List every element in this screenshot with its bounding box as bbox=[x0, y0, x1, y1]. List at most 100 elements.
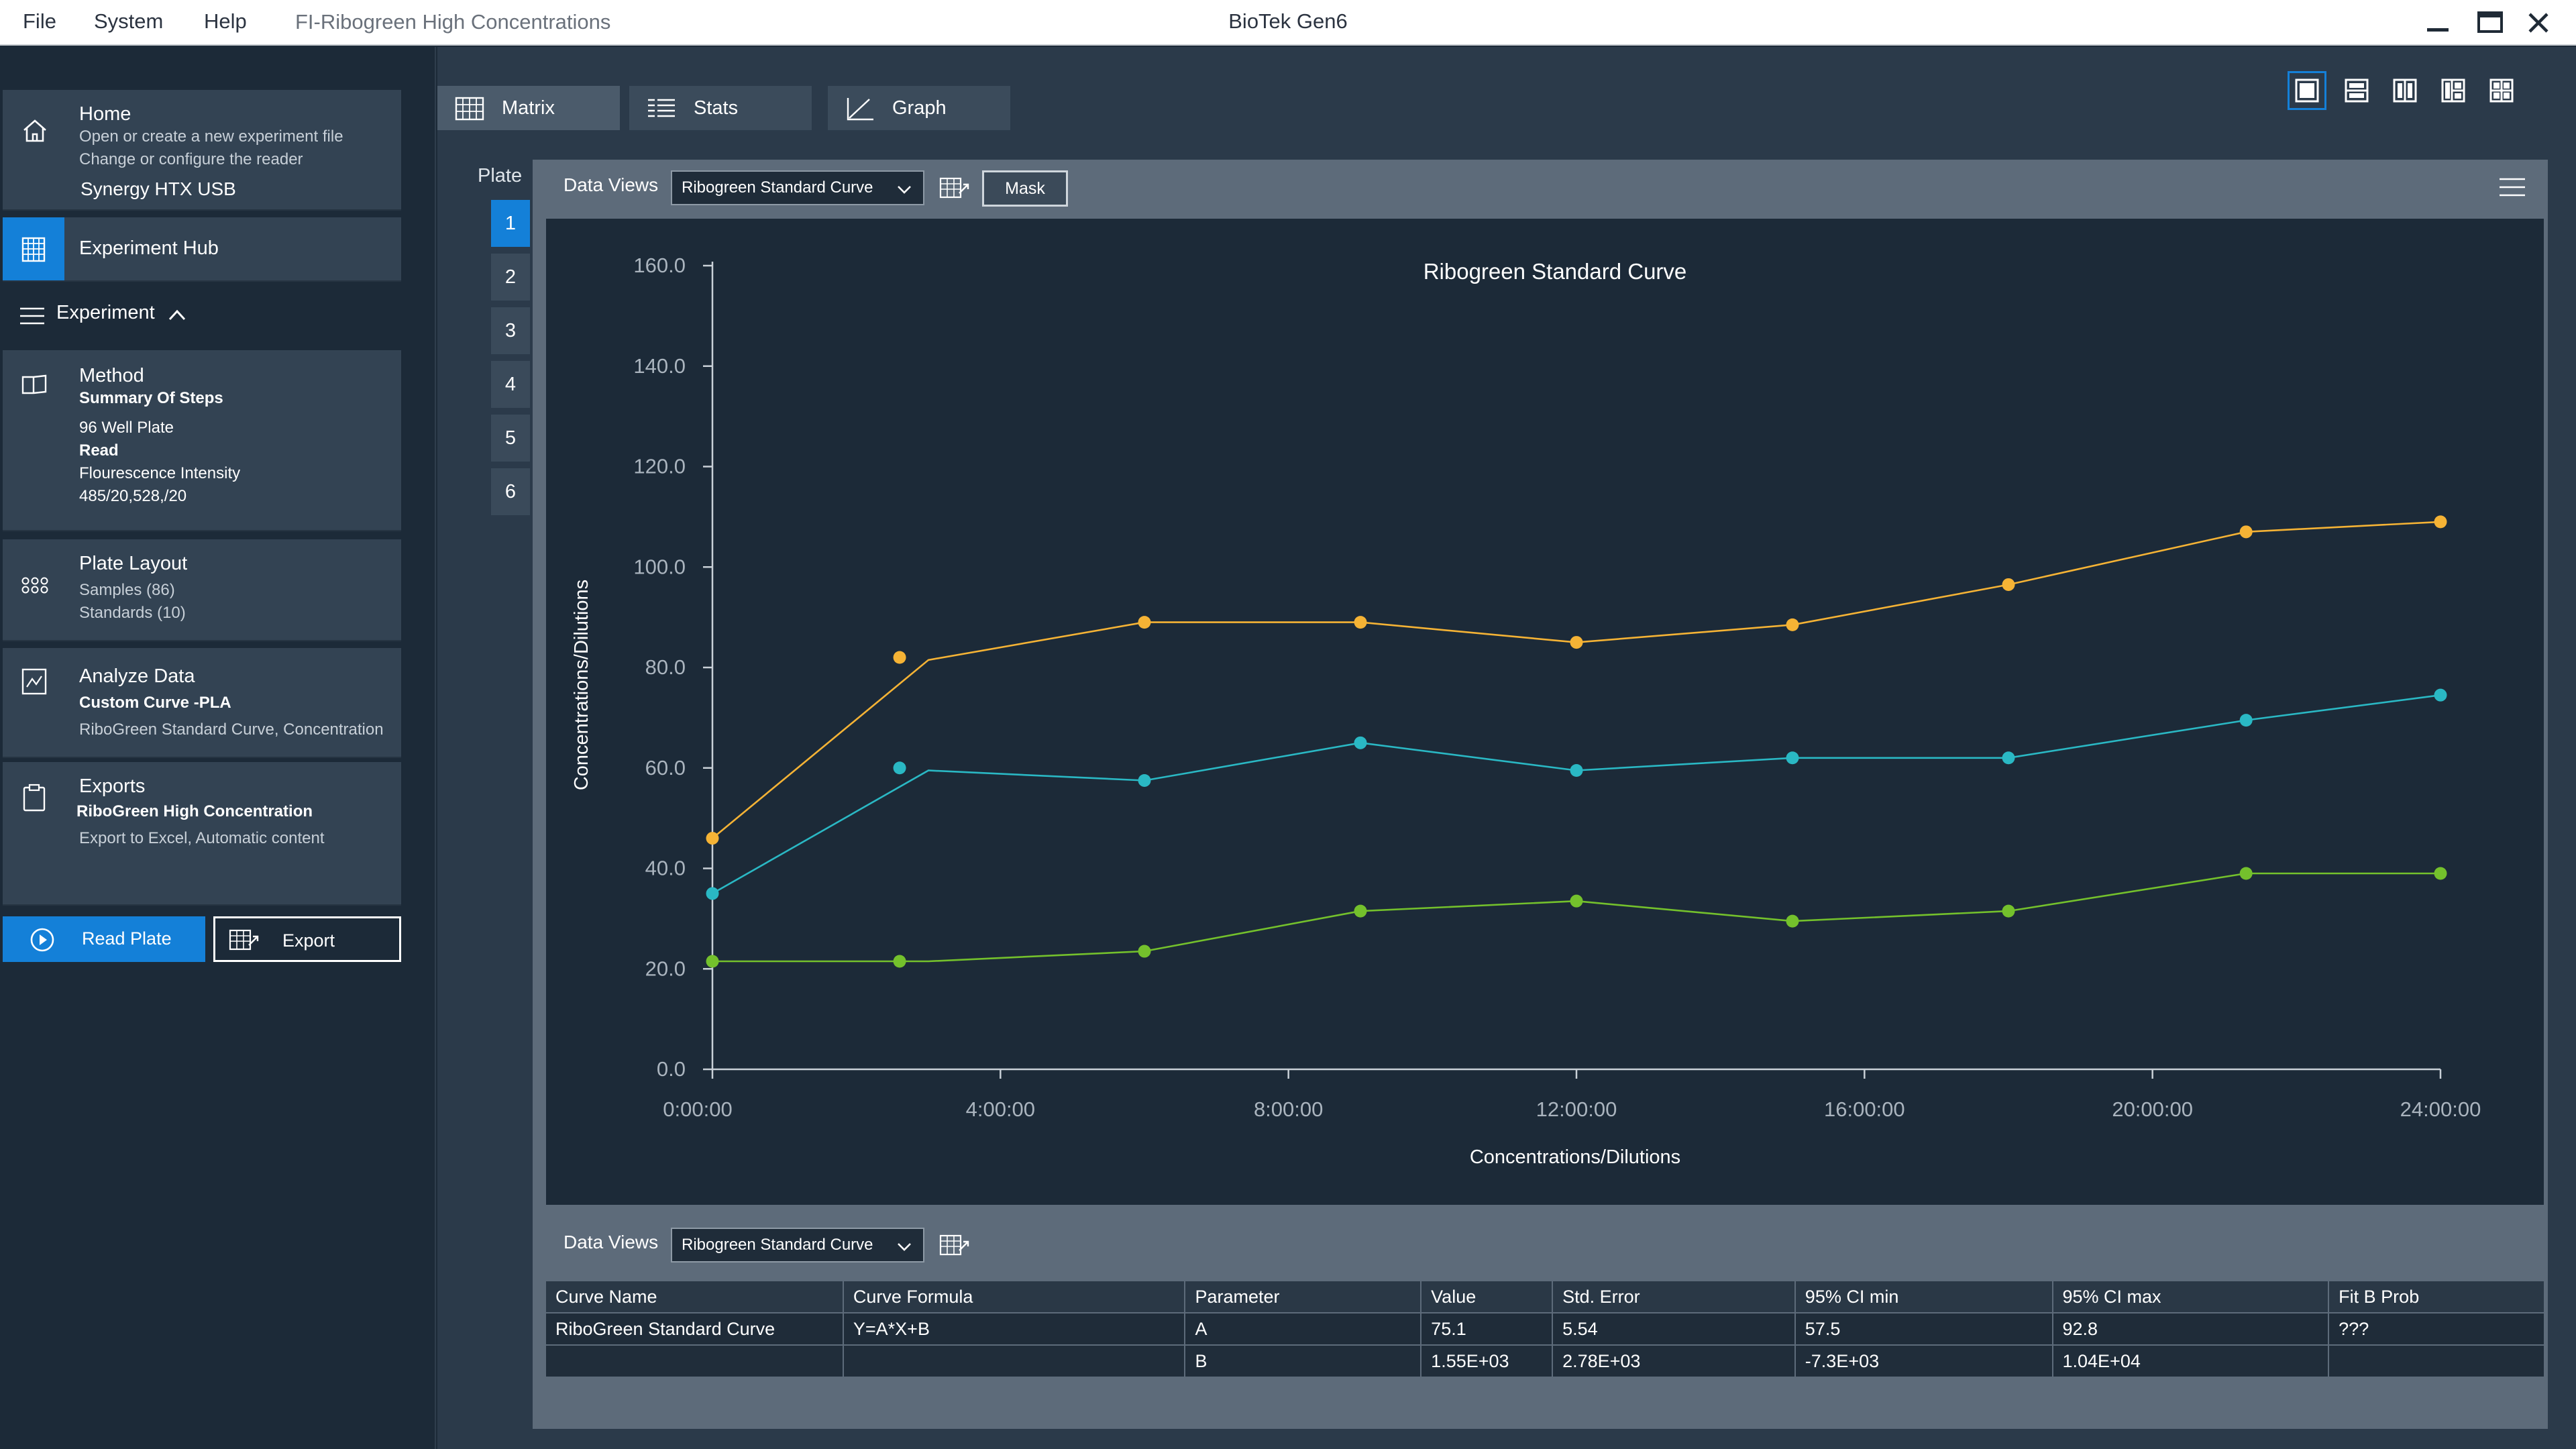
data-point[interactable] bbox=[2002, 578, 2015, 591]
plate-button-6[interactable]: 6 bbox=[491, 468, 530, 515]
sidebar-experiment-hub[interactable]: Experiment Hub bbox=[3, 217, 401, 282]
data-point[interactable] bbox=[1138, 616, 1151, 629]
data-point[interactable] bbox=[1354, 616, 1367, 629]
method-plate: 96 Well Plate bbox=[79, 419, 174, 437]
data-point[interactable] bbox=[893, 651, 906, 664]
plate-button-3[interactable]: 3 bbox=[491, 307, 530, 354]
data-point[interactable] bbox=[706, 832, 719, 845]
tab-graph[interactable]: Graph bbox=[828, 86, 1010, 130]
plate-button-4[interactable]: 4 bbox=[491, 361, 530, 408]
data-point[interactable] bbox=[1138, 945, 1151, 958]
plate-label: Plate bbox=[478, 165, 523, 186]
column-header[interactable]: Std. Error bbox=[1552, 1280, 1796, 1313]
data-point[interactable] bbox=[1570, 636, 1583, 649]
analyze-curve-type: Custom Curve -PLA bbox=[79, 694, 231, 712]
layout-three-icon bbox=[2441, 78, 2465, 103]
data-point[interactable] bbox=[2002, 751, 2015, 765]
x-tick-label: 20:00:00 bbox=[2112, 1097, 2193, 1121]
data-point[interactable] bbox=[2002, 904, 2015, 918]
tab-graph-label: Graph bbox=[892, 97, 947, 119]
data-point[interactable] bbox=[893, 955, 906, 968]
home-line1: Open or create a new experiment file bbox=[79, 127, 343, 146]
data-point[interactable] bbox=[1138, 773, 1151, 787]
exports-title: Exports bbox=[79, 775, 146, 797]
maximize-button[interactable] bbox=[2470, 8, 2510, 38]
tab-stats[interactable]: Stats bbox=[629, 86, 812, 130]
table-row[interactable]: B 1.55E+03 2.78E+03 -7.3E+03 1.04E+04 bbox=[545, 1344, 2545, 1378]
sidebar-analyze-data[interactable]: Analyze Data Custom Curve -PLA RiboGreen… bbox=[3, 648, 401, 758]
data-point[interactable] bbox=[1354, 904, 1367, 918]
column-header[interactable]: 95% CI min bbox=[1794, 1280, 2053, 1313]
plate-button-5[interactable]: 5 bbox=[491, 415, 530, 462]
experiment-section-header[interactable]: Experiment bbox=[3, 290, 401, 338]
column-header[interactable]: Curve Formula bbox=[842, 1280, 1186, 1313]
menu-system[interactable]: System bbox=[94, 9, 164, 33]
data-point[interactable] bbox=[2434, 867, 2447, 880]
tab-matrix-label: Matrix bbox=[502, 97, 555, 119]
menu-help[interactable]: Help bbox=[204, 9, 247, 33]
data-point[interactable] bbox=[1570, 894, 1583, 908]
data-views-selected: Ribogreen Standard Curve bbox=[682, 178, 873, 197]
data-point[interactable] bbox=[1786, 914, 1799, 928]
hamburger-menu-icon[interactable] bbox=[2498, 176, 2526, 199]
column-header[interactable]: Value bbox=[1420, 1280, 1554, 1313]
column-header[interactable]: 95% CI max bbox=[2051, 1280, 2330, 1313]
matrix-icon bbox=[455, 97, 484, 121]
x-tick-label: 0:00:00 bbox=[663, 1097, 732, 1121]
line-chart: Ribogreen Standard Curve Concentrations/… bbox=[571, 254, 2481, 1168]
data-point[interactable] bbox=[1354, 736, 1367, 749]
tab-matrix[interactable]: Matrix bbox=[437, 86, 620, 130]
column-header[interactable]: Curve Name bbox=[545, 1280, 844, 1313]
sidebar-method[interactable]: Method Summary Of Steps 96 Well Plate Re… bbox=[3, 350, 401, 531]
exports-name: RiboGreen High Concentration bbox=[76, 802, 313, 820]
title-bar: File System Help FI-Ribogreen High Conce… bbox=[0, 0, 2576, 46]
y-tick-label: 140.0 bbox=[633, 354, 686, 378]
layout-three-button[interactable] bbox=[2434, 71, 2473, 110]
data-point[interactable] bbox=[1786, 751, 1799, 765]
plate-layout-standards: Standards (10) bbox=[79, 604, 186, 622]
layout-quad-button[interactable] bbox=[2482, 71, 2521, 110]
plate-layout-samples: Samples (86) bbox=[79, 581, 175, 599]
home-icon bbox=[23, 119, 46, 142]
data-point[interactable] bbox=[706, 955, 719, 968]
data-point[interactable] bbox=[1786, 618, 1799, 631]
mask-button[interactable]: Mask bbox=[982, 170, 1068, 207]
read-plate-button[interactable]: Read Plate bbox=[3, 916, 205, 962]
minimize-button[interactable] bbox=[2418, 8, 2458, 38]
graph-icon bbox=[847, 98, 873, 121]
data-point[interactable] bbox=[2239, 714, 2253, 727]
experiment-label: Experiment bbox=[56, 302, 155, 323]
plate-button-1[interactable]: 1 bbox=[491, 200, 530, 247]
table-cell: -7.3E+03 bbox=[1794, 1344, 2053, 1378]
series-line-3 bbox=[712, 872, 2440, 963]
plate-button-2[interactable]: 2 bbox=[491, 254, 530, 301]
layout-rows-button[interactable] bbox=[2337, 71, 2376, 110]
layout-columns-button[interactable] bbox=[2385, 71, 2424, 110]
data-point[interactable] bbox=[2239, 525, 2253, 539]
column-header[interactable]: Fit B Prob bbox=[2328, 1280, 2545, 1313]
experiment-hub-label: Experiment Hub bbox=[79, 237, 219, 259]
sidebar-plate-layout[interactable]: Plate Layout Samples (86) Standards (10) bbox=[3, 539, 401, 641]
column-header[interactable]: Parameter bbox=[1184, 1280, 1422, 1313]
table-cell: 57.5 bbox=[1794, 1312, 2053, 1346]
y-axis-label: Concentrations/Dilutions bbox=[571, 580, 592, 790]
data-views-select[interactable]: Ribogreen Standard Curve bbox=[671, 170, 924, 205]
sidebar-exports[interactable]: Exports RiboGreen High Concentration Exp… bbox=[3, 762, 401, 906]
export-data-icon[interactable] bbox=[939, 174, 970, 201]
export-button[interactable]: Export bbox=[213, 916, 401, 962]
table-export-data-icon[interactable] bbox=[939, 1232, 970, 1258]
data-point[interactable] bbox=[706, 887, 719, 900]
layout-single-button[interactable] bbox=[2288, 71, 2326, 110]
plate-layout-title: Plate Layout bbox=[79, 553, 188, 574]
data-point[interactable] bbox=[2239, 867, 2253, 880]
table-data-views-select[interactable]: Ribogreen Standard Curve bbox=[671, 1228, 924, 1263]
close-button[interactable] bbox=[2518, 8, 2559, 38]
menu-file[interactable]: File bbox=[23, 9, 56, 33]
sidebar-home[interactable]: Home Open or create a new experiment fil… bbox=[3, 90, 401, 211]
data-point[interactable] bbox=[1570, 763, 1583, 777]
data-point[interactable] bbox=[2434, 515, 2447, 529]
chevron-up-icon bbox=[168, 309, 186, 321]
data-point[interactable] bbox=[2434, 688, 2447, 702]
table-row[interactable]: RiboGreen Standard Curve Y=A*X+B A 75.1 … bbox=[545, 1312, 2545, 1346]
data-point[interactable] bbox=[893, 761, 906, 775]
